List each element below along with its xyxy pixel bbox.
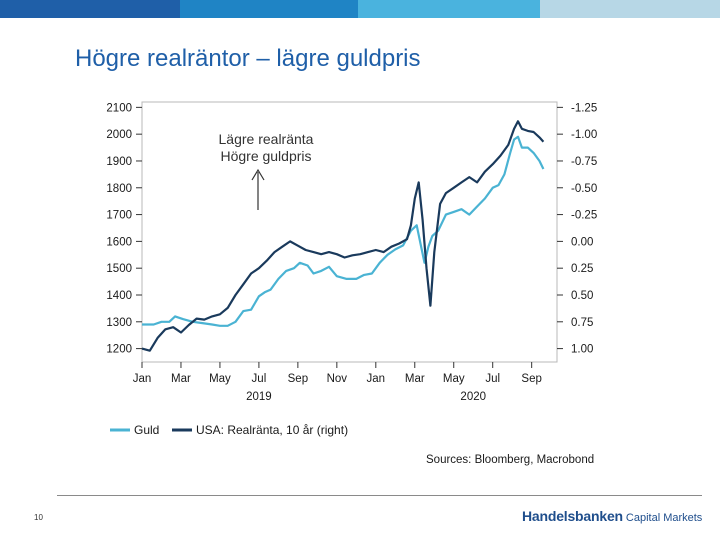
x-tick-label: May — [443, 373, 465, 385]
x-tick-label: May — [209, 373, 231, 385]
x-tick-label: Sep — [521, 373, 541, 385]
x-tick-label: Jul — [252, 373, 267, 385]
left-tick-label: 2000 — [106, 129, 132, 141]
right-tick-label: 0.00 — [571, 236, 593, 248]
brand-unit: Capital Markets — [625, 512, 703, 524]
right-tick-label: -1.00 — [571, 129, 597, 141]
legend-label-guld: Guld — [134, 423, 159, 437]
x-year-label: 2019 — [246, 391, 272, 403]
header-bar-segment-4 — [540, 0, 720, 18]
brand-name: Handelsbanken — [522, 508, 623, 524]
brand-logo: Handelsbanken Capital Markets — [522, 508, 702, 526]
footer-divider — [57, 495, 702, 496]
left-tick-label: 1900 — [106, 156, 132, 168]
annotation-arrow-head — [251, 168, 265, 181]
x-tick-label: Jul — [485, 373, 500, 385]
left-tick-label: 1800 — [106, 183, 132, 195]
left-tick-label: 2100 — [106, 102, 132, 114]
x-year-label: 2020 — [460, 391, 486, 403]
right-tick-label: -0.75 — [571, 156, 597, 168]
series-line-realranta — [141, 120, 545, 352]
x-tick-label: Jan — [367, 373, 386, 385]
chart-annotation-line: Högre guldpris — [220, 148, 311, 164]
right-tick-label: -0.25 — [571, 210, 597, 222]
right-tick-label: 0.50 — [571, 290, 593, 302]
left-tick-label: 1400 — [106, 290, 132, 302]
legend-label-realranta: USA: Realränta, 10 år (right) — [196, 423, 348, 437]
right-tick-label: 0.25 — [571, 263, 593, 275]
header-color-bar — [0, 0, 720, 18]
header-bar-segment-1 — [0, 0, 180, 18]
left-tick-label: 1200 — [106, 344, 132, 356]
x-tick-label: Jan — [133, 373, 152, 385]
left-tick-label: 1300 — [106, 317, 132, 329]
left-tick-label: 1600 — [106, 236, 132, 248]
left-tick-label: 1500 — [106, 263, 132, 275]
right-tick-label: 1.00 — [571, 344, 593, 356]
slide-title: Högre realräntor – lägre guldpris — [75, 45, 421, 72]
x-tick-label: Mar — [171, 373, 191, 385]
left-tick-label: 1700 — [106, 210, 132, 222]
plot-frame — [141, 101, 558, 363]
right-tick-label: -1.25 — [571, 102, 597, 114]
chart-annotation-line: Lägre realränta — [219, 131, 314, 147]
sources-note: Sources: Bloomberg, Macrobond — [426, 454, 595, 466]
header-bar-segment-2 — [180, 0, 358, 18]
x-tick-label: Sep — [288, 373, 308, 385]
right-tick-label: 0.75 — [571, 317, 593, 329]
x-tick-label: Mar — [405, 373, 425, 385]
header-bar-segment-3 — [358, 0, 540, 18]
right-tick-label: -0.50 — [571, 183, 597, 195]
series-line-guld — [142, 135, 545, 327]
x-tick-label: Nov — [327, 373, 348, 385]
page-number: 10 — [34, 513, 43, 522]
